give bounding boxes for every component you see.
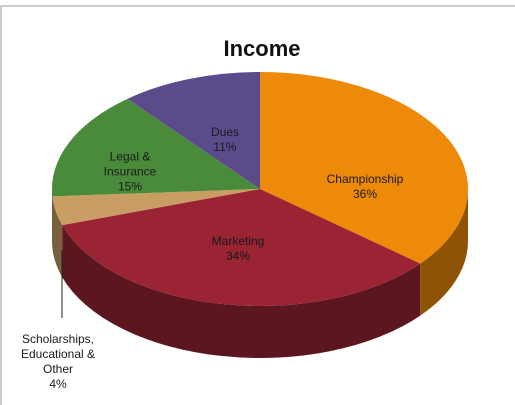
slice: [62, 189, 421, 306]
label-category: Legal & Insurance: [103, 149, 157, 179]
slice-side: [62, 225, 421, 358]
frame: [0, 5, 515, 405]
label-value: 34%: [225, 249, 251, 263]
data-label: Legal & Insurance 15%: [85, 150, 175, 195]
slice: [52, 98, 260, 197]
data-label: Marketing 34%: [178, 234, 298, 264]
slice-side: [52, 196, 63, 278]
slice-side: [420, 189, 468, 316]
label-value: 4%: [49, 377, 67, 391]
slice: [127, 72, 261, 189]
label-category: Marketing: [211, 234, 265, 248]
label-value: 36%: [352, 187, 378, 201]
label-value: 15%: [117, 179, 143, 194]
data-label: Championship 36%: [305, 172, 425, 202]
label-category: Championship: [326, 172, 404, 186]
data-label: Scholarships, Educational & Other 4%: [6, 332, 111, 392]
data-label: Dues 11%: [190, 125, 260, 155]
slice: [260, 72, 469, 264]
label-category: Dues: [210, 125, 239, 139]
slice: [52, 189, 260, 226]
chart-title: Income: [223, 36, 300, 61]
label-category: Scholarships, Educational & Other: [20, 332, 96, 376]
label-value: 11%: [213, 140, 237, 154]
